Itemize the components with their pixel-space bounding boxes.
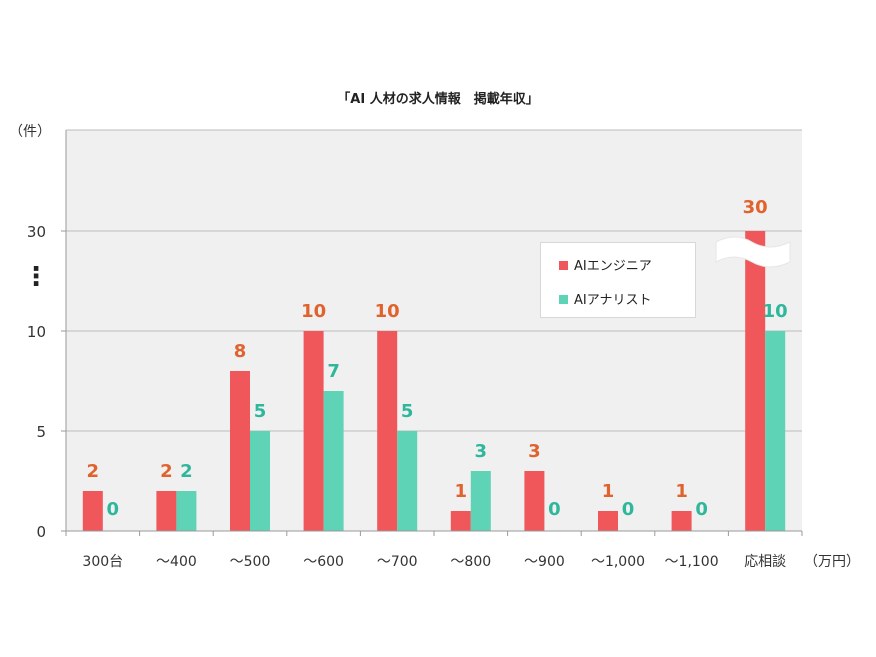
- bar-analyst: [765, 331, 786, 531]
- value-label-analyst: 0: [107, 499, 120, 520]
- x-tick-label: ～700: [377, 554, 418, 570]
- value-label-analyst: 0: [695, 499, 708, 520]
- value-label-engineer: 30: [743, 197, 768, 218]
- bar-engineer: [82, 491, 103, 531]
- legend: AIエンジニア AIアナリスト: [540, 242, 696, 318]
- value-label-analyst: 5: [254, 401, 267, 422]
- value-label-engineer: 1: [602, 481, 615, 502]
- value-label-engineer: 10: [375, 301, 400, 322]
- legend-item-engineer: AIエンジニア: [559, 255, 652, 274]
- x-tick-label: 応相談: [744, 554, 786, 570]
- bars: [82, 231, 786, 531]
- bar-analyst: [250, 431, 270, 531]
- value-label-engineer: 2: [160, 461, 173, 482]
- value-label-engineer: 1: [675, 481, 688, 502]
- y-tick-label: 5: [36, 423, 46, 441]
- value-label-analyst: 10: [763, 301, 788, 322]
- bar-engineer: [230, 371, 250, 531]
- x-tick-label: ～1,100: [665, 554, 719, 570]
- bar-analyst: [176, 491, 197, 531]
- y-tick-label: 0: [36, 523, 46, 541]
- y-axis-label: （件）: [9, 124, 51, 140]
- bar-engineer: [598, 511, 618, 531]
- value-label-analyst: 5: [401, 401, 414, 422]
- legend-label-engineer: AIエンジニア: [574, 259, 652, 274]
- legend-item-analyst: AIアナリスト: [559, 289, 651, 308]
- x-axis-label: （万円）: [804, 554, 860, 570]
- value-label-engineer: 10: [301, 301, 326, 322]
- value-label-analyst: 2: [180, 461, 193, 482]
- bar-analyst: [397, 431, 418, 531]
- y-tick-label: 30: [27, 223, 46, 241]
- value-label-analyst: 7: [327, 361, 340, 382]
- legend-swatch-analyst: [559, 295, 568, 304]
- bar-engineer: [745, 231, 766, 531]
- x-tick-label: 300台: [82, 554, 123, 570]
- bar-engineer: [524, 471, 545, 531]
- value-label-engineer: 3: [528, 441, 541, 462]
- value-label-analyst: 0: [548, 499, 561, 520]
- bar-engineer: [303, 331, 324, 531]
- value-label-analyst: 3: [475, 441, 488, 462]
- value-label-engineer: 2: [87, 461, 100, 482]
- chart-title: 「AI 人材の求人情報 掲載年収」: [337, 92, 539, 107]
- legend-swatch-engineer: [559, 261, 568, 270]
- bar-engineer: [156, 491, 177, 531]
- bar-engineer: [671, 511, 692, 531]
- x-tick-label: ～600: [303, 554, 344, 570]
- y-tick-label: 10: [27, 323, 46, 341]
- bar-break-wave: [715, 236, 791, 268]
- x-tick-label: ～1,000: [591, 554, 645, 570]
- legend-label-analyst: AIアナリスト: [574, 293, 652, 308]
- x-tick-label: ～500: [230, 554, 271, 570]
- value-label-engineer: 1: [455, 481, 468, 502]
- x-tick-label: ～900: [524, 554, 565, 570]
- bar-analyst: [323, 391, 344, 531]
- bar-analyst: [470, 471, 491, 531]
- axis-break-dots: ⋮: [23, 262, 49, 292]
- bar-engineer: [377, 331, 398, 531]
- value-label-engineer: 8: [234, 341, 247, 362]
- axis-break-mark: [715, 236, 791, 268]
- x-tick-label: ～800: [450, 554, 491, 570]
- x-tick-label: ～400: [156, 554, 197, 570]
- bar-engineer: [450, 511, 471, 531]
- value-label-analyst: 0: [622, 499, 635, 520]
